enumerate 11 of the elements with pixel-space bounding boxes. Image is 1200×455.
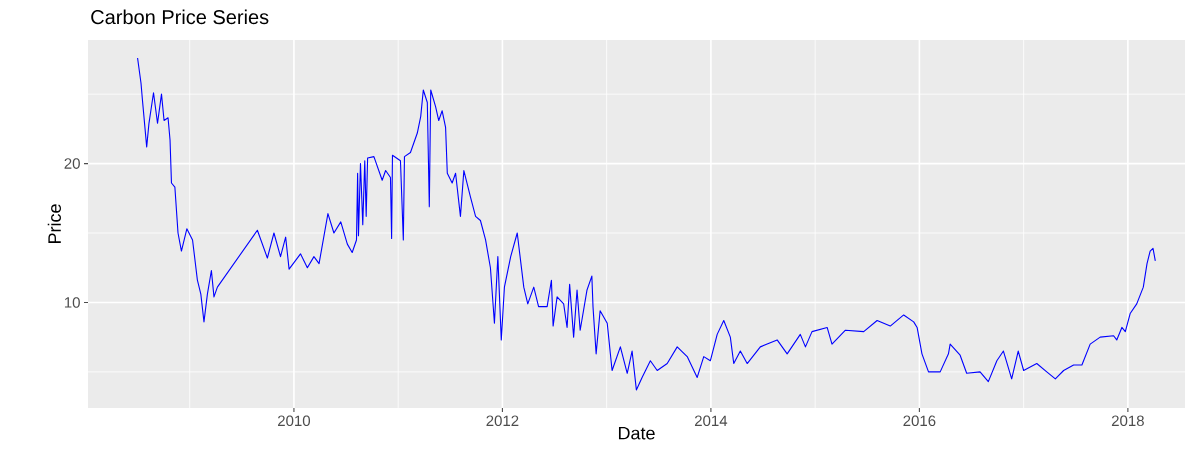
x-axis-title: Date bbox=[618, 426, 655, 440]
chart-title: Carbon Price Series bbox=[91, 9, 269, 25]
x-tick-label: 2016 bbox=[903, 415, 936, 427]
y-axis-title: Price bbox=[47, 204, 61, 243]
x-tick-label: 2018 bbox=[1111, 415, 1144, 427]
y-tick-label: 10 bbox=[64, 297, 80, 308]
x-tick-label: 2010 bbox=[278, 415, 311, 427]
line-series bbox=[137, 57, 1156, 391]
x-tick-label: 2014 bbox=[694, 415, 728, 427]
y-tick-label: 20 bbox=[64, 158, 80, 169]
x-tick-label: 2012 bbox=[486, 415, 519, 427]
